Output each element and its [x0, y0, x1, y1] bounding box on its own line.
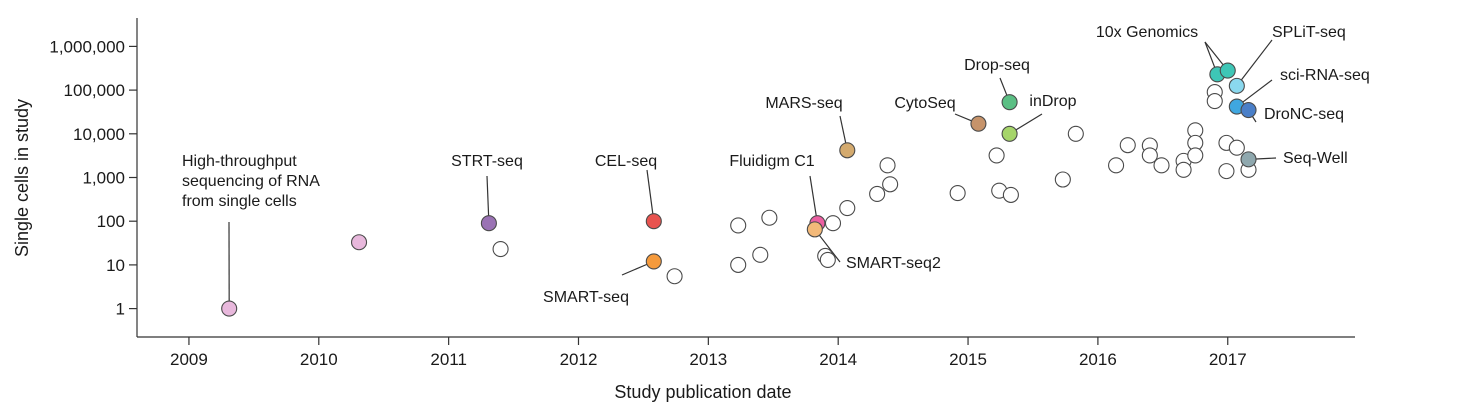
x-tick-label: 2012 — [560, 350, 598, 369]
study-point — [761, 209, 778, 226]
y-tick-label: 100,000 — [64, 81, 125, 100]
annotation-leader — [954, 113, 972, 122]
highlighted-study-point — [645, 213, 662, 230]
study-point — [1141, 147, 1158, 164]
highlighted-study-point — [1228, 77, 1245, 94]
highlighted-study-point — [1240, 101, 1257, 119]
study-point — [752, 246, 769, 263]
x-tick-label: 2014 — [819, 350, 857, 369]
annotation-label: High-throughput sequencing of RNA from sin… — [182, 153, 320, 210]
highlighted-study-point — [806, 221, 823, 238]
annotation-label: 10x Genomics — [1096, 24, 1198, 41]
study-point — [1054, 171, 1071, 188]
study-point — [730, 217, 747, 234]
highlighted-points — [221, 62, 1257, 317]
y-axis: 1 10 100 1,000 10,000 100,000 1,000,000 — [49, 37, 137, 319]
annotation-label: CytoSeq — [894, 95, 955, 112]
study-point — [666, 268, 683, 285]
study-point — [1228, 139, 1245, 156]
annotation-label: STRT-seq — [451, 153, 523, 170]
annotation-label: Fluidigm C1 — [729, 153, 814, 170]
y-axis-title: Single cells in study — [12, 99, 32, 257]
y-tick-label: 1,000 — [82, 169, 125, 188]
annotations: High-throughput sequencing of RNA from sin… — [182, 24, 1370, 306]
highlighted-study-point — [970, 115, 987, 132]
annotation-leader — [818, 234, 841, 263]
study-point — [1119, 137, 1136, 154]
y-tick-label: 10 — [106, 256, 125, 275]
annotation-leaders — [228, 39, 1277, 302]
highlighted-study-point — [1240, 151, 1257, 168]
study-point — [1108, 157, 1125, 174]
annotation-label: SPLiT-seq — [1272, 24, 1346, 41]
study-point — [882, 176, 899, 193]
highlighted-study-point — [350, 234, 368, 251]
x-tick-label: 2015 — [949, 350, 987, 369]
study-point — [819, 251, 836, 268]
annotation-leader — [486, 175, 490, 216]
x-tick-label: 2010 — [300, 350, 338, 369]
annotation-label: Drop-seq — [964, 57, 1030, 74]
annotation-leader — [1015, 113, 1043, 131]
study-point — [869, 185, 886, 203]
annotation-leader — [646, 169, 654, 214]
study-point — [1153, 157, 1170, 174]
highlighted-study-point — [221, 300, 238, 317]
study-point — [824, 215, 842, 232]
study-point — [1002, 186, 1019, 203]
y-tick-label: 10,000 — [73, 125, 125, 144]
study-point — [492, 241, 509, 258]
annotation-leader — [839, 115, 847, 144]
x-tick-label: 2016 — [1079, 350, 1117, 369]
annotation-label: DroNC-seq — [1264, 106, 1344, 123]
annotation-label: inDrop — [1029, 93, 1076, 110]
other-studies-points — [492, 84, 1257, 285]
study-point — [949, 185, 966, 202]
study-point — [988, 147, 1005, 164]
study-point — [730, 256, 747, 273]
x-tick-label: 2009 — [170, 350, 208, 369]
annotation-leader — [1255, 157, 1277, 160]
y-tick-label: 1,000,000 — [49, 37, 125, 56]
annotation-label: sci-RNA-seq — [1280, 67, 1370, 84]
x-tick-label: 2013 — [689, 350, 727, 369]
annotation-leader — [621, 263, 648, 276]
study-point — [1175, 161, 1192, 178]
highlighted-study-point — [1001, 125, 1018, 142]
study-point — [879, 157, 896, 174]
highlighted-study-point — [839, 142, 856, 159]
annotation-label: Seq-Well — [1283, 150, 1348, 167]
annotation-leader — [1204, 41, 1224, 66]
study-point — [839, 199, 856, 217]
annotation-leader — [999, 77, 1008, 96]
annotation-label: MARS-seq — [765, 95, 842, 112]
y-tick-label: 100 — [97, 212, 125, 231]
annotation-leader — [809, 175, 817, 216]
highlighted-study-point — [480, 215, 497, 232]
study-point — [1206, 93, 1223, 110]
annotation-label: CEL-seq — [595, 153, 657, 170]
annotation-leader — [1242, 79, 1273, 103]
annotation-label: SMART-seq — [543, 289, 629, 306]
highlighted-study-point — [1001, 94, 1018, 111]
x-axis: 2009 2010 2011 2012 2013 2014 2015 2016 2017 — [170, 337, 1247, 369]
annotation-leader — [1204, 41, 1216, 68]
study-point — [1187, 147, 1204, 164]
study-point — [1067, 125, 1084, 142]
annotation-leader — [1251, 116, 1257, 123]
y-tick-label: 1 — [116, 300, 125, 319]
x-tick-label: 2011 — [430, 350, 467, 369]
study-point — [1218, 163, 1235, 180]
x-axis-title: Study publication date — [614, 382, 791, 402]
x-tick-label: 2017 — [1209, 350, 1247, 369]
annotation-leader — [1240, 39, 1273, 81]
highlighted-study-point — [645, 253, 662, 270]
annotation-label: SMART-seq2 — [846, 255, 941, 272]
highlighted-study-point — [1219, 62, 1236, 79]
